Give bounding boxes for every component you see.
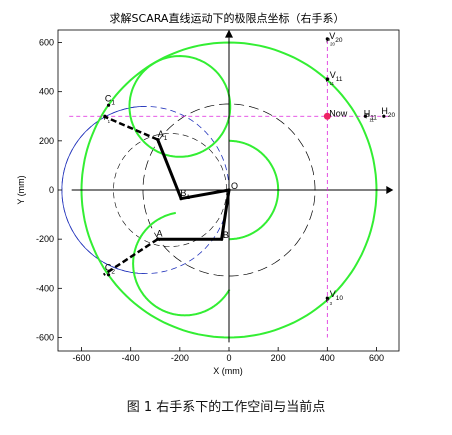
point-marker-b1 xyxy=(179,197,183,201)
y-tick-label: -200 xyxy=(36,234,54,244)
point-label-2: Now xyxy=(329,108,348,118)
x-axis-label: X (mm) xyxy=(213,366,243,376)
point-label-5-subscript: 10 xyxy=(336,295,344,302)
point-marker-o xyxy=(227,188,231,192)
point-label-3-subscript: 11 xyxy=(370,114,377,121)
figure-caption: 图 1 右手系下的工作空间与当前点 xyxy=(126,400,326,415)
point-label-12: O xyxy=(231,181,238,191)
point-markers xyxy=(103,37,386,300)
y-axis-label: Y (mm) xyxy=(16,175,26,204)
x-tick-label: 200 xyxy=(271,353,286,363)
point-label-4-subscript: 20 xyxy=(388,112,396,119)
point-label-9: A xyxy=(156,229,162,239)
y-tick-label: 0 xyxy=(49,185,54,195)
point-marker-a1 xyxy=(156,138,160,142)
x-tick-label: 600 xyxy=(369,353,384,363)
point-sublabel-3-subscript: 11 xyxy=(369,118,374,123)
point-label-11: B xyxy=(223,230,229,240)
point-marker-v20 xyxy=(325,37,329,41)
point-marker-v11 xyxy=(325,77,329,81)
upper-lobe-boundary xyxy=(128,54,232,158)
y-axis-arrow xyxy=(225,29,233,38)
point-label-6: C1 xyxy=(105,94,116,107)
point-label-7: C2 xyxy=(105,263,116,276)
point-marker-a xyxy=(156,237,160,241)
point-sublabel-1-subscript: 11 xyxy=(330,81,335,86)
x-tick-label: 0 xyxy=(226,353,231,363)
point-marker-h20 xyxy=(382,114,386,118)
point-label-8: A1 xyxy=(158,129,168,142)
x-tick-label: -400 xyxy=(122,353,140,363)
y-tick-label: 200 xyxy=(39,136,54,146)
guide-lines xyxy=(69,40,389,338)
point-sublabel-2-subscript: 3 xyxy=(330,301,333,306)
x-tick-label: -600 xyxy=(73,353,91,363)
point-label-10: B1 xyxy=(180,188,190,201)
point-sublabel-4-subscript: 1 xyxy=(108,119,111,124)
lower-lobe-boundary xyxy=(132,211,231,317)
point-label-8-subscript: 1 xyxy=(164,135,168,142)
point-marker-h11 xyxy=(363,114,368,118)
y-tick-label: -600 xyxy=(36,332,54,342)
now-point-marker xyxy=(323,112,331,120)
arm-extension-2 xyxy=(102,238,159,276)
point-sublabel-2: P3 xyxy=(326,298,333,306)
point-label-1-subscript: 11 xyxy=(336,76,343,83)
x-tick-label: -200 xyxy=(171,353,189,363)
y-tick-label: 600 xyxy=(39,38,54,48)
point-label-0-subscript: 20 xyxy=(335,37,343,44)
y-tick-label: -400 xyxy=(36,283,54,293)
point-marker-h10 xyxy=(103,114,107,118)
point-label-6-subscript: 1 xyxy=(111,100,115,107)
point-sublabel-1: P11 xyxy=(326,78,335,86)
x-tick-label: 400 xyxy=(320,353,335,363)
y-tick-label: 400 xyxy=(39,87,54,97)
chart-title: 求解SCARA直线运动下的极限点坐标（右手系） xyxy=(110,11,345,25)
point-sublabel-4: P1 xyxy=(104,116,111,124)
point-marker-c1 xyxy=(106,103,111,107)
point-sublabel-3: P11 xyxy=(365,115,374,123)
point-label-7-subscript: 2 xyxy=(111,269,115,276)
point-sublabel-0-subscript: 20 xyxy=(330,42,335,47)
arm-extension-1 xyxy=(103,115,159,141)
point-sublabel-0: P20 xyxy=(326,39,335,47)
point-label-10-subscript: 1 xyxy=(186,194,190,201)
point-marker-v10 xyxy=(325,296,329,300)
axis-ticks: -600 -400 -200 0 200 400 600 -600 -400 -200 0 200 40… xyxy=(36,38,384,363)
plot-frame xyxy=(57,29,400,352)
point-marker-c2 xyxy=(106,273,111,277)
point-marker-b xyxy=(220,237,224,241)
x-axis-arrow xyxy=(386,186,394,194)
